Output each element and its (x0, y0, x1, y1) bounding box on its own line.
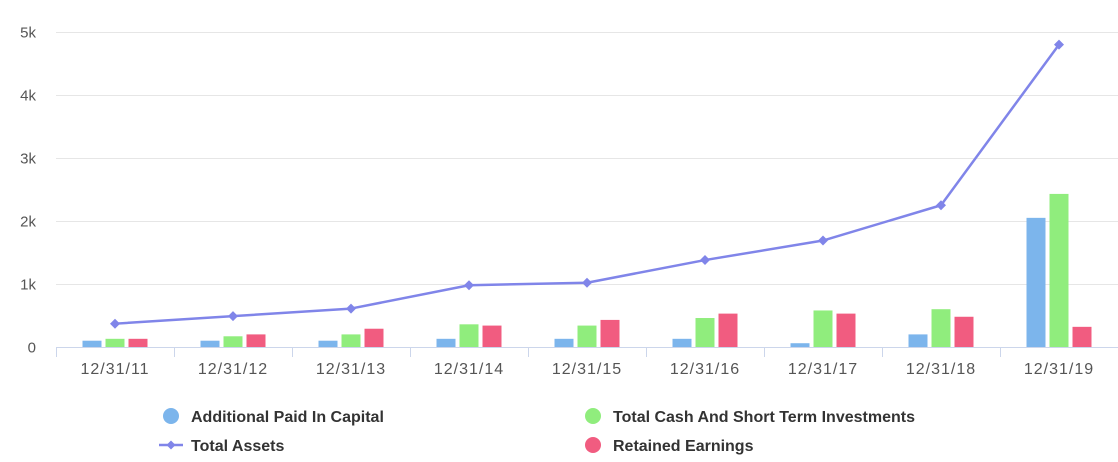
bar-retained-earnings[interactable] (364, 328, 384, 347)
bar-retained-earnings[interactable] (246, 334, 266, 347)
bar-retained-earnings[interactable] (718, 313, 738, 347)
y-tick-label: 0 (28, 340, 36, 357)
legend-symbol-additional-paid-in-capital (163, 408, 179, 424)
bar-total-cash-and-short-term-investments[interactable] (459, 324, 479, 347)
y-tick-label: 1k (20, 277, 36, 294)
legend-item-additional-paid-in-capital[interactable]: Additional Paid In Capital (191, 409, 384, 426)
legend: Additional Paid In Capital Total Cash And… (159, 408, 915, 455)
x-tick-label: 12/31/15 (552, 361, 622, 378)
bar-retained-earnings[interactable] (482, 325, 502, 347)
line-series (110, 39, 1064, 329)
x-tick-label: 12/31/16 (670, 361, 740, 378)
bar-retained-earnings[interactable] (836, 313, 856, 347)
bar-total-cash-and-short-term-investments[interactable] (105, 338, 125, 347)
y-tick-label: 3k (20, 151, 36, 168)
legend-symbol-retained-earnings (585, 437, 601, 453)
x-tick-label: 12/31/19 (1024, 361, 1094, 378)
bar-retained-earnings[interactable] (128, 338, 148, 347)
line-point-marker[interactable] (228, 311, 238, 322)
x-tick-label: 12/31/12 (198, 361, 268, 378)
bar-additional-paid-in-capital[interactable] (908, 334, 928, 347)
bar-additional-paid-in-capital[interactable] (790, 343, 810, 347)
x-tick-label: 12/31/13 (316, 361, 386, 378)
bar-retained-earnings[interactable] (954, 316, 974, 347)
bar-additional-paid-in-capital[interactable] (318, 340, 338, 347)
legend-symbol-total-cash-and-short-term-investments (585, 408, 601, 424)
line-point-marker[interactable] (936, 200, 946, 211)
bar-total-cash-and-short-term-investments[interactable] (577, 325, 597, 347)
y-tick-label: 4k (20, 88, 36, 105)
bar-additional-paid-in-capital[interactable] (436, 338, 456, 347)
y-axis-labels: 0 1k 2k 3k 4k 5k (20, 25, 36, 357)
bar-additional-paid-in-capital[interactable] (672, 338, 692, 347)
bar-additional-paid-in-capital[interactable] (554, 338, 574, 347)
bar-additional-paid-in-capital[interactable] (82, 340, 102, 347)
legend-symbol-diamond (166, 440, 176, 450)
bar-total-cash-and-short-term-investments[interactable] (1049, 193, 1069, 347)
bar-total-cash-and-short-term-investments[interactable] (695, 318, 715, 347)
legend-item-retained-earnings[interactable]: Retained Earnings (613, 438, 754, 455)
bar-retained-earnings[interactable] (1072, 326, 1092, 347)
bar-additional-paid-in-capital[interactable] (1026, 217, 1046, 347)
bar-retained-earnings[interactable] (600, 319, 620, 347)
line-point-marker[interactable] (700, 255, 710, 266)
x-tick-label: 12/31/18 (906, 361, 976, 378)
grid-lines (56, 32, 1118, 285)
legend-item-total-assets[interactable]: Total Assets (191, 438, 284, 455)
bar-total-cash-and-short-term-investments[interactable] (931, 309, 951, 347)
bar-additional-paid-in-capital[interactable] (200, 340, 220, 347)
legend-item-total-cash-and-short-term-investments[interactable]: Total Cash And Short Term Investments (613, 409, 915, 426)
line-point-marker[interactable] (346, 303, 356, 314)
bar-total-cash-and-short-term-investments[interactable] (223, 336, 243, 347)
line-point-marker[interactable] (1054, 39, 1064, 50)
x-tick-label: 12/31/14 (434, 361, 504, 378)
x-axis: 12/31/11 12/31/12 12/31/13 12/31/14 12/31/15… (56, 347, 1118, 378)
y-tick-label: 2k (20, 214, 36, 231)
x-tick-label: 12/31/17 (788, 361, 858, 378)
line-point-marker[interactable] (110, 318, 120, 329)
bar-total-cash-and-short-term-investments[interactable] (813, 310, 833, 347)
line-point-marker[interactable] (818, 235, 828, 246)
x-tick-label: 12/31/11 (80, 361, 149, 378)
bar-total-cash-and-short-term-investments[interactable] (341, 334, 361, 347)
line-point-marker[interactable] (582, 277, 592, 288)
y-tick-label: 5k (20, 25, 36, 42)
line-point-marker[interactable] (464, 280, 474, 291)
bar-series (82, 193, 1092, 347)
